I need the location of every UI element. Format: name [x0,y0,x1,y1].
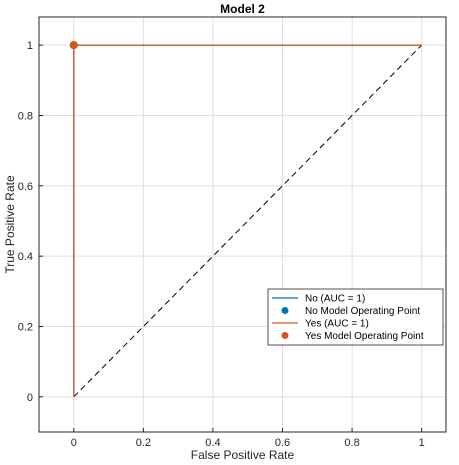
y-axis-label: True Positive Rate [3,175,17,274]
y-tick-label: 0 [27,392,33,404]
legend-label-yes-model-operating-point: Yes Model Operating Point [305,331,424,342]
y-tick-label: 1 [27,40,33,52]
x-tick-label: 0.6 [275,437,290,449]
x-axis-label: False Positive Rate [191,448,295,462]
x-tick-label: 1 [419,437,425,449]
y-tick-label: 0.2 [18,321,33,333]
marker-yes-model-operating-point [69,41,78,50]
y-tick-label: 0.4 [18,251,33,263]
legend: No (AUC = 1)No Model Operating Point Yes … [267,288,444,346]
legend-swatch-no-model-operating-point [281,307,289,314]
x-tick-label: 0 [71,437,77,449]
legend-label-yes-auc-1: Yes (AUC = 1) [305,319,369,330]
chart-title: Model 2 [220,2,265,16]
chance-diagonal-line [73,44,423,398]
x-tick-label: 0.4 [205,437,220,449]
legend-label-no-model-operating-point: No Model Operating Point [305,306,420,317]
series-layer [69,41,423,398]
x-tick-label: 0.8 [344,437,359,449]
axis-ticks: 0 0.2 0.4 0.6 0.8 1 0 0.2 0.4 0.6 0.8 1 [18,40,425,449]
y-tick-label: 0.6 [18,181,33,193]
y-tick-label: 0.8 [18,110,33,122]
plot-area [38,16,447,433]
legend-label-no-auc-1: No (AUC = 1) [305,294,365,305]
legend-swatch-yes-model-operating-point [281,332,289,339]
grid [39,17,446,432]
x-tick-label: 0.2 [136,437,151,449]
